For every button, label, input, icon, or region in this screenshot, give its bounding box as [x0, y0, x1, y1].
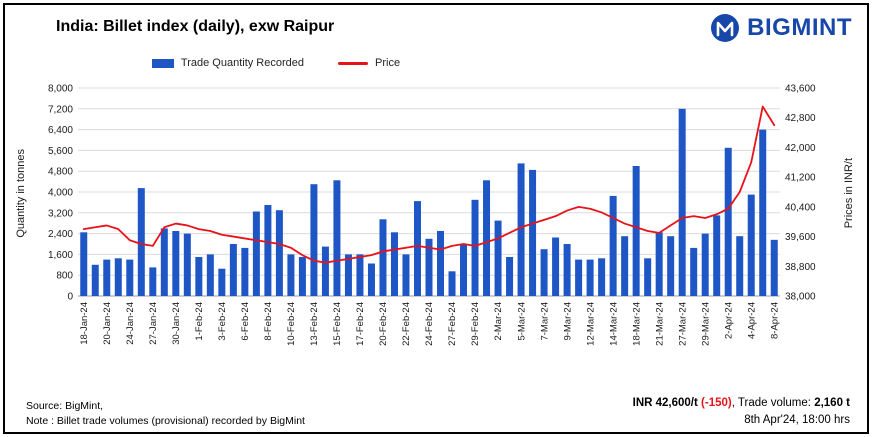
svg-text:2,400: 2,400	[48, 229, 73, 240]
svg-text:9-Mar-24: 9-Mar-24	[562, 302, 573, 341]
bigmint-globe-icon	[711, 14, 740, 42]
svg-text:27-Mar-24: 27-Mar-24	[677, 302, 688, 346]
svg-text:8-Apr-24: 8-Apr-24	[769, 302, 780, 339]
svg-text:22-Feb-24: 22-Feb-24	[401, 302, 412, 346]
svg-text:27-Feb-24: 27-Feb-24	[447, 302, 458, 346]
svg-text:3,200: 3,200	[48, 208, 73, 219]
chart-legend: Trade Quantity Recorded Price	[0, 57, 712, 69]
svg-text:7,200: 7,200	[48, 104, 73, 115]
svg-text:8-Feb-24: 8-Feb-24	[263, 302, 274, 341]
svg-text:14-Mar-24: 14-Mar-24	[608, 302, 619, 346]
right-axis-title: Prices in INR/t	[843, 157, 855, 229]
footer: Source: BigMint, Note : Billet trade vol…	[26, 395, 850, 430]
bars-group	[80, 108, 778, 296]
price-summary: INR 42,600/t (-150), Trade volume: 2,160…	[633, 395, 850, 430]
svg-text:4,000: 4,000	[48, 188, 73, 199]
svg-text:20-Jan-24: 20-Jan-24	[102, 302, 113, 345]
legend-quantity-swatch	[151, 58, 174, 68]
svg-text:15-Feb-24: 15-Feb-24	[332, 302, 343, 346]
svg-text:0: 0	[67, 292, 73, 303]
legend-price-label: Price	[375, 57, 401, 69]
legend-item-price: Price	[338, 57, 400, 69]
svg-text:30-Jan-24: 30-Jan-24	[171, 302, 182, 345]
svg-text:5-Mar-24: 5-Mar-24	[516, 302, 527, 341]
price-line	[82, 105, 776, 264]
svg-text:6-Feb-24: 6-Feb-24	[240, 302, 251, 341]
svg-text:42,000: 42,000	[785, 143, 816, 154]
svg-text:3-Feb-24: 3-Feb-24	[217, 302, 228, 341]
summary-line: INR 42,600/t (-150), Trade volume: 2,160…	[633, 395, 850, 412]
svg-text:4,800: 4,800	[48, 167, 73, 178]
svg-text:38,800: 38,800	[785, 262, 816, 273]
svg-text:13-Feb-24: 13-Feb-24	[309, 302, 320, 346]
svg-text:41,200: 41,200	[785, 173, 816, 184]
svg-text:800: 800	[56, 271, 73, 282]
bigmint-logo: BIGMINT	[710, 13, 852, 43]
svg-text:8,000: 8,000	[48, 84, 73, 95]
billet-index-chart: 0 800 1,600 2,400 3,200 4,000 4,800 5,600 6,400 7…	[48, 84, 816, 346]
price-change: (-150)	[701, 396, 732, 409]
svg-text:39,600: 39,600	[785, 232, 816, 243]
source-note: Source: BigMint, Note : Billet trade vol…	[26, 399, 305, 429]
legend-price-swatch	[338, 61, 369, 65]
svg-text:40,400: 40,400	[785, 202, 816, 213]
price-value: 42,600/t	[655, 396, 698, 409]
svg-text:18-Jan-24: 18-Jan-24	[79, 302, 90, 345]
timestamp: 8th Apr'24, 18:00 hrs	[744, 413, 850, 426]
svg-text:38,000: 38,000	[785, 292, 816, 303]
volume-label: , Trade volume:	[731, 396, 815, 409]
legend-item-quantity: Trade Quantity Recorded	[151, 57, 305, 69]
svg-text:12-Mar-24: 12-Mar-24	[585, 302, 596, 346]
svg-text:20-Feb-24: 20-Feb-24	[378, 302, 389, 346]
svg-text:18-Mar-24: 18-Mar-24	[631, 302, 642, 346]
svg-text:43,600: 43,600	[785, 84, 816, 95]
svg-text:2-Apr-24: 2-Apr-24	[723, 302, 734, 339]
svg-text:1-Feb-24: 1-Feb-24	[194, 302, 205, 341]
svg-text:10-Feb-24: 10-Feb-24	[286, 302, 297, 346]
svg-text:21-Mar-24: 21-Mar-24	[654, 302, 665, 346]
left-axis-title: Quantity in tonnes	[15, 148, 27, 238]
source-line: Source: BigMint,	[26, 399, 104, 412]
note-line: Note : Billet trade volumes (provisional…	[26, 414, 305, 427]
page-title: India: Billet index (daily), exw Raipur	[56, 18, 335, 35]
svg-text:24-Jan-24: 24-Jan-24	[125, 302, 136, 345]
chart-area: Quantity in tonnes 0 800 1,600 2,400 3,200 4,…	[10, 78, 866, 374]
svg-text:17-Feb-24: 17-Feb-24	[355, 302, 366, 346]
price-prefix: INR	[632, 396, 656, 409]
svg-text:27-Jan-24: 27-Jan-24	[148, 302, 159, 345]
svg-text:5,600: 5,600	[48, 146, 73, 157]
svg-text:7-Mar-24: 7-Mar-24	[539, 302, 550, 341]
bigmint-logo-text: BIGMINT	[747, 14, 852, 41]
svg-text:1,600: 1,600	[48, 250, 73, 261]
svg-text:29-Feb-24: 29-Feb-24	[470, 302, 481, 346]
svg-text:24-Feb-24: 24-Feb-24	[424, 302, 435, 346]
svg-text:42,800: 42,800	[785, 113, 816, 124]
svg-text:4-Apr-24: 4-Apr-24	[746, 302, 757, 339]
svg-text:6,400: 6,400	[48, 125, 73, 136]
volume-value: 2,160 t	[814, 396, 850, 409]
svg-text:29-Mar-24: 29-Mar-24	[700, 302, 711, 346]
legend-quantity-label: Trade Quantity Recorded	[180, 57, 305, 69]
svg-text:2-Mar-24: 2-Mar-24	[493, 302, 504, 341]
